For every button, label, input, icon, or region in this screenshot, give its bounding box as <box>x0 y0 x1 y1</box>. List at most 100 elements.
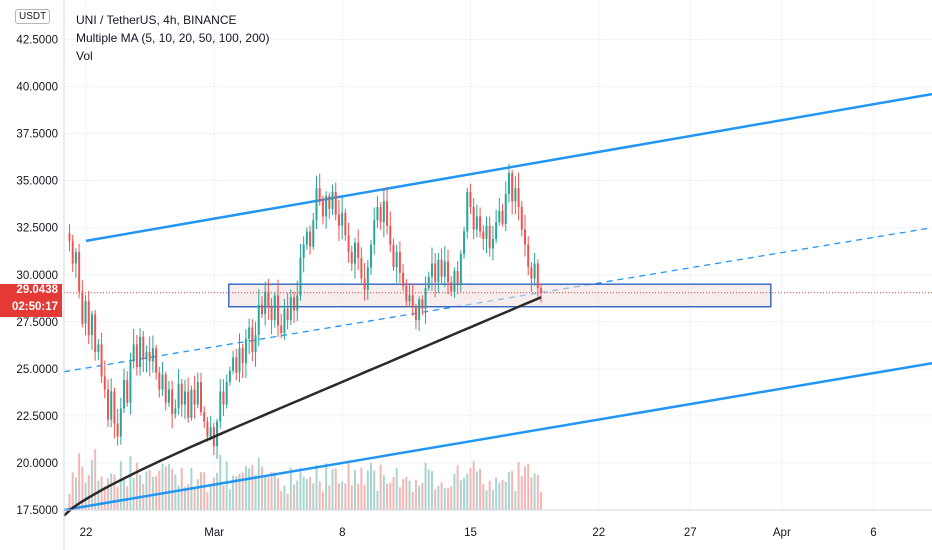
ma-indicator-label[interactable]: Multiple MA (5, 10, 20, 50, 100, 200) <box>76 31 270 45</box>
volume-bar <box>238 473 241 510</box>
volume-bar <box>203 472 206 510</box>
volume-bar <box>155 475 158 510</box>
candle-body <box>437 259 440 283</box>
candle-body <box>341 212 344 226</box>
candle-body <box>337 214 340 226</box>
volume-bar <box>200 472 203 510</box>
candle-body <box>382 201 385 223</box>
candle-body <box>421 299 424 309</box>
volume-bar <box>132 478 135 510</box>
candle-body <box>312 220 315 247</box>
candle-body <box>103 376 106 390</box>
candle-body <box>206 421 209 437</box>
candle-body <box>325 195 328 217</box>
candle-body <box>514 188 517 202</box>
candle-body <box>456 270 459 285</box>
volume-bar <box>277 478 279 510</box>
volume-bar <box>389 482 392 510</box>
volume-bar <box>347 462 350 510</box>
volume-bar <box>206 492 209 510</box>
volume-bar <box>296 480 299 510</box>
volume-bar <box>135 462 138 510</box>
candle-body <box>443 261 446 277</box>
candle-body <box>97 344 100 352</box>
candle-body <box>113 391 116 424</box>
volume-bar <box>286 493 289 510</box>
volume-bar <box>514 491 517 510</box>
volume-bar <box>71 472 74 510</box>
volume-bar <box>379 464 382 510</box>
candle-body <box>209 427 212 437</box>
axes: 17.5000 20.0000 22.5000 25.0000 27.5000 30.00… <box>16 0 932 550</box>
candle-body <box>81 291 84 324</box>
volume-bar <box>325 463 328 510</box>
candle-body <box>366 267 369 290</box>
candle-body <box>411 295 414 307</box>
volume-bar <box>216 472 219 510</box>
x-tick-label: 8 <box>339 527 345 539</box>
volume-bar <box>536 474 539 510</box>
volume-bar <box>331 469 334 510</box>
volume-indicator-label[interactable]: Vol <box>76 49 93 63</box>
candle-body <box>414 306 417 320</box>
candle-body <box>296 295 299 311</box>
candle-body <box>289 297 292 320</box>
volume-bar <box>386 483 389 510</box>
candle-body <box>106 389 109 420</box>
volume-bar <box>498 482 501 510</box>
volume-bar <box>507 472 510 510</box>
candle-body <box>357 242 360 258</box>
candle-body <box>264 291 267 315</box>
candle-body <box>238 348 241 373</box>
x-tick-label: Apr <box>773 527 791 539</box>
volume-bar <box>139 474 142 510</box>
volume-bar <box>318 481 321 510</box>
currency-badge[interactable]: USDT <box>15 9 51 24</box>
candle-body <box>318 188 321 202</box>
volume-bar <box>353 470 356 510</box>
candle-body <box>196 382 199 405</box>
volume-bar <box>402 479 405 510</box>
candle-body <box>68 233 71 241</box>
volume-bar <box>309 477 312 510</box>
candle-body <box>466 191 469 232</box>
candle-body <box>491 239 494 249</box>
volume-bar <box>504 481 507 510</box>
candle-body <box>475 216 478 230</box>
candle-body <box>293 297 296 311</box>
volume-bar <box>293 484 296 510</box>
candle-body <box>187 391 190 418</box>
candle-body <box>447 261 450 283</box>
candle-body <box>277 295 279 326</box>
candle-body <box>386 201 389 226</box>
candle-body <box>193 389 196 405</box>
volume-bar <box>225 461 228 510</box>
volume-bar <box>357 484 360 510</box>
volume-bar <box>103 486 106 510</box>
candle-body <box>132 344 135 362</box>
volume-bar <box>97 480 100 510</box>
candle-body <box>100 344 103 377</box>
volume-bar <box>376 490 379 510</box>
volume-bar <box>463 477 466 510</box>
candle-body <box>370 244 373 268</box>
candle-body <box>344 212 347 236</box>
candle-body <box>158 372 161 390</box>
volume-bar <box>305 479 308 510</box>
symbol-title[interactable]: UNI / TetherUS, 4h, BINANCE <box>76 13 237 27</box>
volume-bar <box>488 480 491 510</box>
volume-bar <box>511 471 514 510</box>
volume-bar <box>405 476 408 510</box>
candle-body <box>241 348 244 364</box>
y-tick-label: 30.0000 <box>16 270 58 282</box>
volume-bar <box>302 476 305 510</box>
volume-bar <box>81 466 84 510</box>
candle-body <box>299 257 302 296</box>
drawing-tools[interactable] <box>63 92 932 512</box>
candle-body <box>520 207 523 230</box>
candle-body <box>430 263 433 277</box>
y-tick-label: 40.0000 <box>16 82 58 94</box>
volume-bar <box>398 487 401 510</box>
volume-bar <box>443 488 446 510</box>
